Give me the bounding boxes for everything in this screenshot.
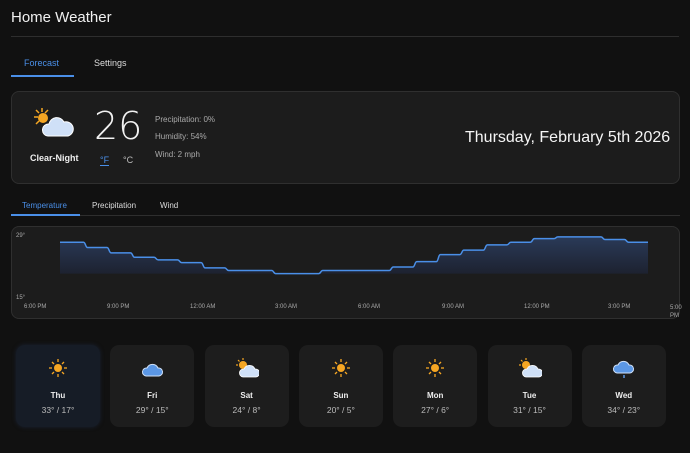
wind-text: Wind: 2 mph <box>155 150 200 159</box>
x-tick: 12:00 PM <box>524 304 550 310</box>
page-title: Home Weather <box>11 9 112 26</box>
tab-forecast[interactable]: Forecast <box>24 58 60 68</box>
forecast-temps: 33° / 17° <box>41 405 75 415</box>
forecast-temps: 29° / 15° <box>135 405 169 415</box>
forecast-day: Thu <box>50 391 66 400</box>
x-tick: 9:00 PM <box>107 304 130 310</box>
humidity-text: Humidity: 54% <box>155 132 207 141</box>
forecast-tile-mon[interactable]: Mon 27° / 6° <box>393 345 478 427</box>
sun-icon <box>426 359 445 377</box>
divider <box>11 215 680 216</box>
current-date: Thursday, February 5th 2026 <box>465 129 671 146</box>
partly-icon <box>518 358 542 378</box>
forecast-day: Sun <box>333 391 349 400</box>
partly-icon <box>235 358 259 378</box>
divider <box>11 36 679 37</box>
forecast-day: Sat <box>240 391 253 400</box>
tab-indicator <box>11 75 74 77</box>
x-tick: 6:00 AM <box>358 304 381 310</box>
forecast-temps: 24° / 8° <box>232 405 261 415</box>
y-tick-max: 29° <box>16 233 26 239</box>
partly-cloudy-icon <box>34 108 74 137</box>
forecast-tile-tue[interactable]: Tue 31° / 15° <box>487 345 572 427</box>
forecast-tile-fri[interactable]: Fri 29° / 15° <box>110 345 195 427</box>
forecast-day: Tue <box>522 391 537 400</box>
x-tick: 9:00 AM <box>442 304 465 310</box>
forecast-tile-wed[interactable]: Wed 34° / 23° <box>581 345 666 427</box>
rain-icon <box>612 360 634 378</box>
forecast-temps: 20° / 5° <box>326 405 355 415</box>
x-tick: 12:00 AM <box>190 304 216 310</box>
unit-celsius-button[interactable]: °C <box>123 155 134 165</box>
forecast-tile-thu[interactable]: Thu 33° / 17° <box>16 345 100 427</box>
sun-icon <box>49 359 67 377</box>
forecast-tile-sun[interactable]: Sun 20° / 5° <box>298 345 383 427</box>
y-tick-min: 15° <box>16 295 26 301</box>
forecast-day: Fri <box>147 391 158 400</box>
tab-wind[interactable]: Wind <box>160 201 179 210</box>
chart-tab-indicator <box>11 214 80 216</box>
tab-precipitation[interactable]: Precipitation <box>92 201 137 210</box>
forecast-temps: 27° / 6° <box>421 405 450 415</box>
temperature-line <box>60 236 648 275</box>
sun-icon <box>331 359 350 377</box>
tab-temperature[interactable]: Temperature <box>22 201 67 210</box>
forecast-temps: 34° / 23° <box>607 405 641 415</box>
x-tick: 3:00 AM <box>275 304 298 310</box>
condition-label: Clear-Night <box>30 153 79 163</box>
current-weather-card: Clear-Night 26 °F °C Precipitation: 0% H… <box>11 91 680 184</box>
x-tick: 3:00 PM <box>608 304 631 310</box>
current-temperature: 26 <box>94 104 143 148</box>
forecast-tile-sat[interactable]: Sat 24° / 8° <box>204 345 289 427</box>
forecast-temps: 31° / 15° <box>513 405 546 415</box>
cloud-icon <box>142 363 164 377</box>
tab-settings[interactable]: Settings <box>94 58 127 68</box>
x-tick: 6:00 PM <box>24 304 47 310</box>
temperature-area <box>60 236 648 274</box>
forecast-day: Mon <box>426 391 444 400</box>
precipitation-text: Precipitation: 0% <box>155 115 216 124</box>
x-tick: 5:00 PM <box>670 305 682 319</box>
forecast-day: Wed <box>615 391 633 400</box>
unit-fahrenheit-button[interactable]: °F <box>100 155 110 166</box>
